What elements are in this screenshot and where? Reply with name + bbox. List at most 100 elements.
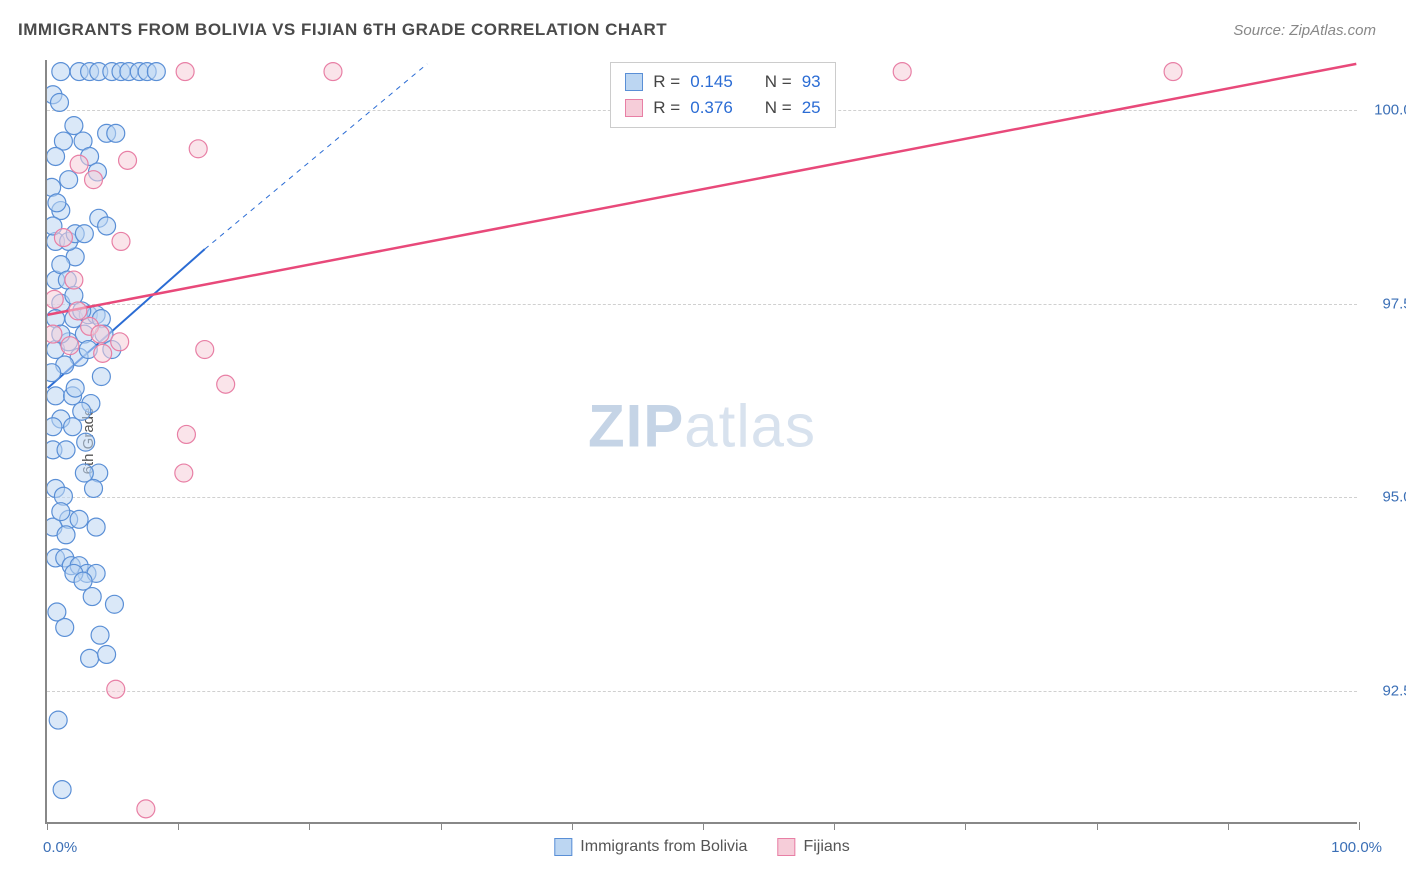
scatter-point [54, 487, 72, 505]
scatter-overlay [47, 60, 1357, 822]
stats-swatch-0 [625, 73, 643, 91]
scatter-point [112, 63, 130, 81]
y-tick-label: 92.5% [1365, 682, 1406, 699]
gridline [47, 691, 1357, 692]
watermark: ZIPatlas [588, 391, 816, 460]
scatter-point [189, 140, 207, 158]
scatter-point [893, 63, 911, 81]
scatter-point [91, 626, 109, 644]
source-value: ZipAtlas.com [1289, 22, 1376, 39]
scatter-point [107, 680, 125, 698]
stats-r-value-1: 0.376 [690, 95, 733, 121]
stats-r-label: R = [653, 69, 680, 95]
scatter-point [64, 418, 82, 436]
scatter-point [54, 132, 72, 150]
scatter-point [85, 171, 103, 189]
scatter-point [87, 306, 105, 324]
scatter-point [138, 63, 156, 81]
legend-swatch-0 [554, 838, 572, 856]
scatter-point [47, 217, 62, 235]
scatter-point [54, 229, 72, 247]
scatter-point [176, 63, 194, 81]
x-tick [572, 822, 573, 830]
scatter-point [47, 310, 65, 328]
scatter-point [196, 341, 214, 359]
scatter-point [87, 564, 105, 582]
stats-r-label: R = [653, 95, 680, 121]
scatter-point [47, 518, 62, 536]
scatter-point [79, 306, 97, 324]
scatter-point [47, 148, 65, 166]
scatter-point [98, 645, 116, 663]
legend-item-0: Immigrants from Bolivia [554, 838, 747, 856]
scatter-point [52, 325, 70, 343]
scatter-point [70, 63, 88, 81]
scatter-point [47, 271, 65, 289]
chart-title: IMMIGRANTS FROM BOLIVIA VS FIJIAN 6TH GR… [18, 20, 667, 40]
scatter-point [56, 549, 74, 567]
plot-area: 6th Grade ZIPatlas 92.5%95.0%97.5%100.0%… [45, 60, 1357, 824]
scatter-point [66, 248, 84, 266]
x-tick [965, 822, 966, 830]
scatter-point [47, 549, 65, 567]
scatter-point [95, 325, 113, 343]
scatter-point [66, 225, 84, 243]
scatter-point [90, 209, 108, 227]
scatter-point [92, 310, 110, 328]
scatter-point [94, 344, 112, 362]
scatter-point [79, 341, 97, 359]
scatter-point [112, 232, 130, 250]
gridline [47, 304, 1357, 305]
scatter-point [130, 63, 148, 81]
x-tick [1228, 822, 1229, 830]
x-tick [309, 822, 310, 830]
scatter-point [65, 310, 83, 328]
gridline [47, 497, 1357, 498]
scatter-point [1164, 63, 1182, 81]
scatter-point [47, 341, 65, 359]
scatter-point [85, 480, 103, 498]
source-attribution: Source: ZipAtlas.com [1233, 22, 1376, 39]
scatter-point [52, 202, 70, 220]
scatter-point [81, 649, 99, 667]
scatter-point [57, 441, 75, 459]
source-label: Source: [1233, 22, 1285, 39]
chart-container: IMMIGRANTS FROM BOLIVIA VS FIJIAN 6TH GR… [0, 0, 1406, 892]
scatter-point [217, 375, 235, 393]
scatter-point [47, 178, 61, 196]
x-tick [703, 822, 704, 830]
scatter-point [47, 480, 65, 498]
scatter-point [51, 93, 69, 111]
scatter-point [56, 356, 74, 374]
stats-swatch-1 [625, 99, 643, 117]
watermark-atlas: atlas [684, 392, 816, 459]
x-tick [47, 822, 48, 830]
scatter-point [70, 155, 88, 173]
stats-row-0: R = 0.145 N = 93 [625, 69, 820, 95]
scatter-point [81, 148, 99, 166]
scatter-point [47, 441, 62, 459]
x-tick [178, 822, 179, 830]
scatter-point [47, 325, 62, 343]
trend-line [48, 249, 205, 388]
y-axis-label: 6th Grade [80, 408, 97, 475]
scatter-point [58, 271, 76, 289]
scatter-point [52, 503, 70, 521]
scatter-point [90, 63, 108, 81]
scatter-point [111, 333, 129, 351]
y-tick-label: 100.0% [1365, 102, 1406, 119]
stats-n-value-1: 25 [802, 95, 821, 121]
scatter-point [47, 290, 63, 308]
scatter-point [47, 418, 62, 436]
scatter-point [60, 232, 78, 250]
scatter-point [175, 464, 193, 482]
legend-swatch-1 [777, 838, 795, 856]
scatter-point [48, 603, 66, 621]
scatter-point [324, 63, 342, 81]
stats-r-value-0: 0.145 [690, 69, 733, 95]
legend-item-1: Fijians [777, 838, 849, 856]
scatter-point [62, 557, 80, 575]
scatter-point [61, 337, 79, 355]
scatter-point [52, 63, 70, 81]
scatter-point [98, 217, 116, 235]
